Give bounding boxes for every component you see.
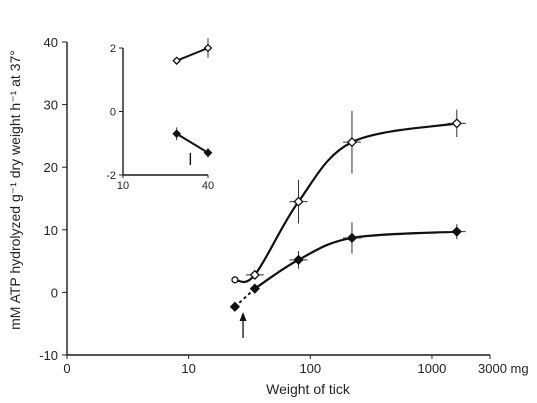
- inset-series-line-filled: [176, 132, 209, 154]
- data-point-open-diamond: [203, 43, 213, 53]
- x-tick-group: 0 10 100 1000 3000 mg: [63, 355, 529, 376]
- x-axis-title: Weight of tick: [266, 381, 351, 397]
- inset-x-tick-label: 10: [117, 180, 129, 192]
- data-point-filled-diamond: [172, 129, 181, 139]
- y-tick-label: 40: [44, 35, 58, 50]
- y-tick-label: 30: [44, 98, 58, 113]
- data-point-filled-diamond: [451, 226, 462, 237]
- main-plot-area: [229, 109, 466, 338]
- y-tick-label: 10: [44, 223, 58, 238]
- data-point-filled-diamond: [346, 232, 358, 244]
- data-point-filled-diamond: [203, 148, 213, 158]
- x-tick-label: 0: [63, 361, 70, 376]
- series-line-filled: [254, 230, 457, 290]
- arrow-up-icon: [239, 312, 247, 321]
- x-tick-label: 100: [299, 361, 321, 376]
- inset-y-tick-group: -2 0 2: [106, 43, 123, 182]
- y-tick-label: 0: [51, 285, 58, 300]
- inset-y-tick-label: 2: [110, 43, 116, 55]
- y-tick-label: 20: [44, 160, 58, 175]
- data-point-filled-diamond: [229, 301, 241, 312]
- y-axis-title: mM ATP hydrolyzed g⁻¹ dry weight h⁻¹ at …: [7, 50, 23, 330]
- x-tick-label: 3000 mg: [478, 361, 529, 376]
- data-point-filled-diamond: [293, 254, 304, 265]
- inset-x-tick-label: 40: [202, 180, 214, 192]
- data-point-open-diamond: [172, 56, 181, 66]
- data-point-filled-diamond: [249, 283, 260, 294]
- series-line-open: [234, 122, 457, 284]
- data-point-open-diamond: [249, 269, 260, 280]
- x-tick-label: 10: [181, 361, 195, 376]
- inset-y-tick-label: -2: [106, 170, 116, 182]
- y-tick-group: -10 0 10 20 30 40: [39, 35, 67, 363]
- inset-chart: 10 40 -2 0 2: [106, 38, 214, 192]
- x-tick-label: 1000: [417, 361, 446, 376]
- data-point-open-diamond: [293, 196, 304, 207]
- y-tick-label: -10: [39, 348, 58, 363]
- data-point-open-circle: [231, 276, 239, 284]
- data-point-open-diamond: [451, 118, 462, 129]
- inset-series-line-open: [176, 47, 209, 62]
- inset-x-tick-group: 10 40: [117, 175, 214, 192]
- inset-y-tick-label: 0: [110, 107, 116, 119]
- main-axes: [66, 42, 490, 356]
- series-dotted-segment: [234, 287, 256, 308]
- data-point-open-diamond: [346, 137, 358, 148]
- inset-plot-area: [172, 38, 213, 165]
